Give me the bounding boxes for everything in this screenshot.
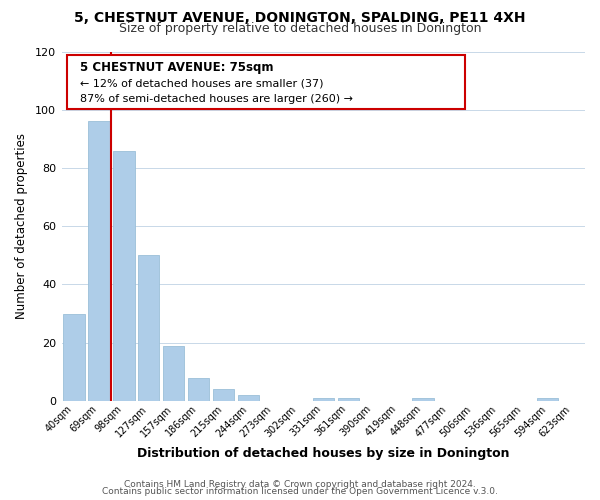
Text: ← 12% of detached houses are smaller (37): ← 12% of detached houses are smaller (37… <box>80 79 323 89</box>
Bar <box>537 398 558 401</box>
Bar <box>138 256 160 401</box>
Bar <box>313 398 334 401</box>
Text: 5 CHESTNUT AVENUE: 75sqm: 5 CHESTNUT AVENUE: 75sqm <box>80 62 274 74</box>
Text: Size of property relative to detached houses in Donington: Size of property relative to detached ho… <box>119 22 481 35</box>
Bar <box>213 390 234 401</box>
Bar <box>88 122 110 401</box>
FancyBboxPatch shape <box>67 55 464 109</box>
Text: 87% of semi-detached houses are larger (260) →: 87% of semi-detached houses are larger (… <box>80 94 353 104</box>
X-axis label: Distribution of detached houses by size in Donington: Distribution of detached houses by size … <box>137 447 509 460</box>
Text: Contains public sector information licensed under the Open Government Licence v.: Contains public sector information licen… <box>102 487 498 496</box>
Text: Contains HM Land Registry data © Crown copyright and database right 2024.: Contains HM Land Registry data © Crown c… <box>124 480 476 489</box>
Bar <box>163 346 184 401</box>
Bar <box>412 398 434 401</box>
Text: 5, CHESTNUT AVENUE, DONINGTON, SPALDING, PE11 4XH: 5, CHESTNUT AVENUE, DONINGTON, SPALDING,… <box>74 11 526 25</box>
Bar <box>64 314 85 401</box>
Bar <box>338 398 359 401</box>
Y-axis label: Number of detached properties: Number of detached properties <box>15 133 28 319</box>
Bar <box>188 378 209 401</box>
Bar <box>238 395 259 401</box>
Bar <box>113 150 134 401</box>
